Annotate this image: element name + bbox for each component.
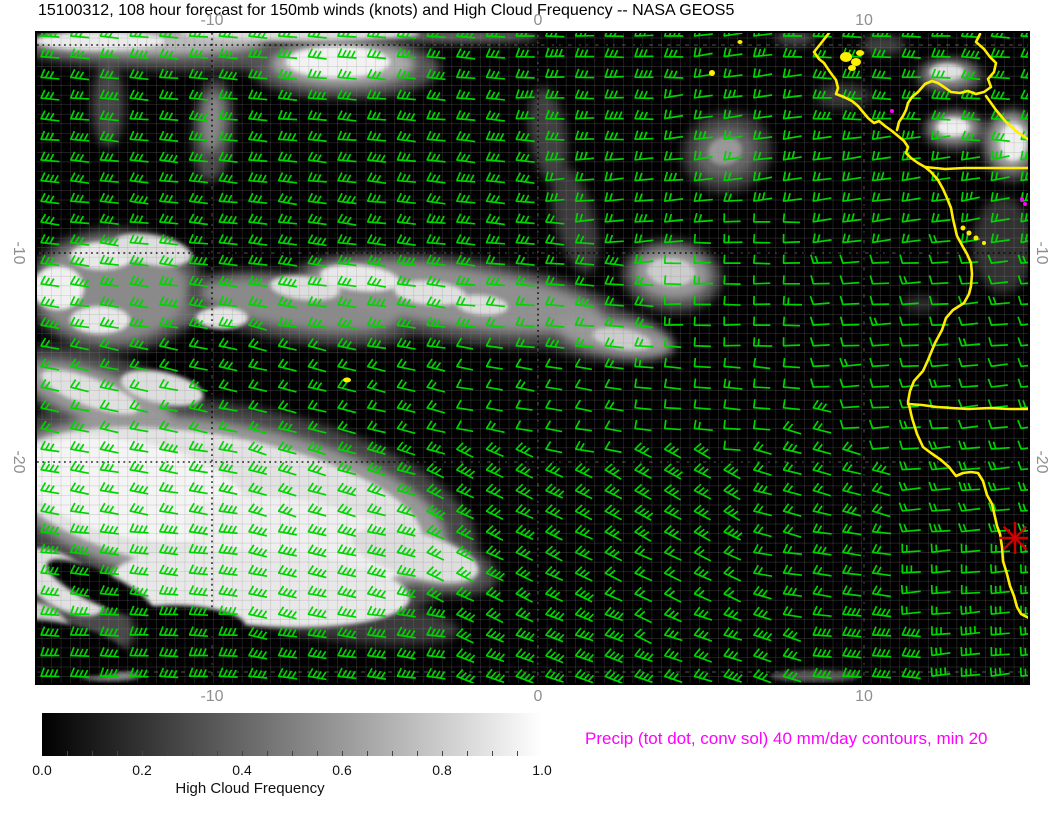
colorbar-minor-tick — [467, 751, 468, 756]
colorbar-tick-label: 0.2 — [132, 762, 152, 778]
colorbar-minor-tick — [142, 751, 143, 756]
precip-contour-dots — [890, 109, 1027, 206]
colorbar-tick-label: 0.0 — [32, 762, 52, 778]
map-canvas — [37, 33, 1028, 683]
graticule-black-dotted — [37, 33, 1028, 683]
colorbar-minor-tick — [92, 751, 93, 756]
colorbar-minor-tick — [367, 751, 368, 756]
axis-tick-label: 0 — [533, 688, 543, 705]
colorbar-title: High Cloud Frequency — [175, 780, 325, 797]
colorbar-minor-tick — [517, 751, 518, 756]
colorbar-tick-label: 0.6 — [332, 762, 352, 778]
axis-tick-label: 0 — [533, 12, 543, 29]
wind-barbs — [40, 33, 1028, 683]
colorbar-minor-tick — [292, 751, 293, 756]
precip-contours-note: Precip (tot dot, conv sol) 40 mm/day con… — [585, 729, 988, 748]
axis-tick-label: -20 — [10, 450, 27, 474]
colorbar-minor-tick — [217, 751, 218, 756]
axis-tick-label: -10 — [10, 241, 27, 265]
islands — [343, 40, 986, 383]
colorbar-minor-tick — [342, 751, 343, 756]
colorbar-tick-label: 1.0 — [532, 762, 552, 778]
map-layers — [37, 33, 1028, 683]
colorbar-minor-tick — [492, 751, 493, 756]
axis-tick-label: -10 — [1033, 241, 1050, 265]
colorbar-minor-tick — [67, 751, 68, 756]
colorbar-minor-tick — [317, 751, 318, 756]
colorbar-gradient — [42, 713, 542, 756]
colorbar-minor-tick — [392, 751, 393, 756]
map-plot — [35, 31, 1030, 685]
colorbar-minor-tick — [417, 751, 418, 756]
axis-tick-label: 10 — [855, 12, 873, 29]
colorbar-tick-label: 0.8 — [432, 762, 452, 778]
chart-title: 15100312, 108 hour forecast for 150mb wi… — [38, 2, 735, 19]
colorbar-minor-tick — [117, 751, 118, 756]
colorbar-minor-tick — [442, 751, 443, 756]
axis-tick-label: -10 — [200, 688, 224, 705]
colorbar-minor-tick — [242, 751, 243, 756]
colorbar-minor-tick — [167, 751, 168, 756]
axis-tick-label: -20 — [1033, 450, 1050, 474]
colorbar-minor-tick — [192, 751, 193, 756]
colorbar-tick-label: 0.4 — [232, 762, 252, 778]
axis-tick-label: 10 — [855, 688, 873, 705]
axis-tick-label: -10 — [200, 12, 224, 29]
red-asterisk-marker — [999, 522, 1028, 554]
colorbar-minor-tick — [267, 751, 268, 756]
coastline — [812, 33, 1028, 619]
